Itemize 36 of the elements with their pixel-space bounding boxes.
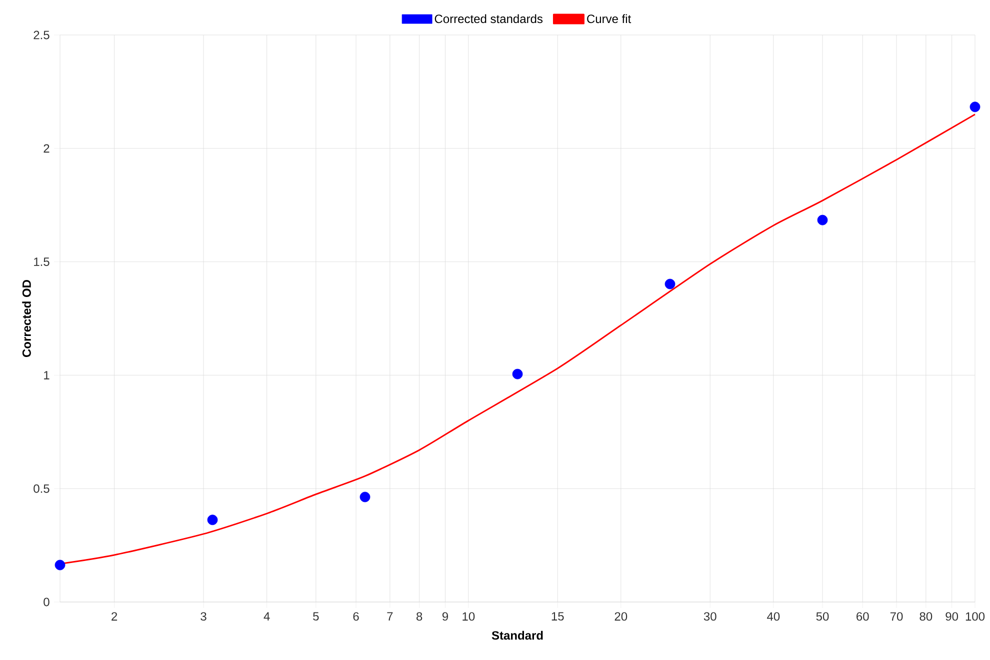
y-tick-label: 2 <box>44 144 50 153</box>
y-tick-label: 1 <box>44 371 50 380</box>
x-tick-label: 50 <box>816 612 829 621</box>
x-tick-label: 4 <box>264 612 270 620</box>
x-tick-label: 60 <box>856 612 869 621</box>
y-tick-label: 0 <box>44 598 50 606</box>
x-tick-label: 9 <box>442 612 448 621</box>
x-tick-label: 7 <box>387 612 393 620</box>
legend-label: Corrected standards <box>434 14 543 24</box>
x-tick-label: 15 <box>552 612 564 621</box>
y-tick-label: 1.5 <box>34 258 50 266</box>
x-tick-label: 40 <box>767 612 780 621</box>
y-tick-label: 2.5 <box>34 30 50 40</box>
x-tick-label: 5 <box>313 612 319 621</box>
y-axis-title: Corrected OD <box>22 280 31 358</box>
point <box>817 214 828 226</box>
point <box>970 102 980 112</box>
x-tick-label: 90 <box>946 612 958 621</box>
x-tick-label: 100 <box>966 612 985 621</box>
point <box>664 278 676 290</box>
point <box>360 492 370 502</box>
x-tick-label: 2 <box>112 612 118 621</box>
x-tick-label: 80 <box>920 612 932 621</box>
x-tick-label: 3 <box>200 612 206 621</box>
point <box>512 368 523 380</box>
x-tick-label: 10 <box>462 612 475 621</box>
point <box>207 514 218 526</box>
x-tick-label: 30 <box>704 612 716 621</box>
x-tick-label: 70 <box>890 612 903 621</box>
point <box>54 560 66 570</box>
x-tick-label: 6 <box>353 612 359 621</box>
x-axis-title: Standard <box>492 630 543 640</box>
x-tick-label: 8 <box>416 612 422 621</box>
y-tick-label: 0.5 <box>34 484 50 493</box>
legend-label: Curve fit <box>587 14 632 24</box>
x-tick-label: 20 <box>614 612 628 621</box>
